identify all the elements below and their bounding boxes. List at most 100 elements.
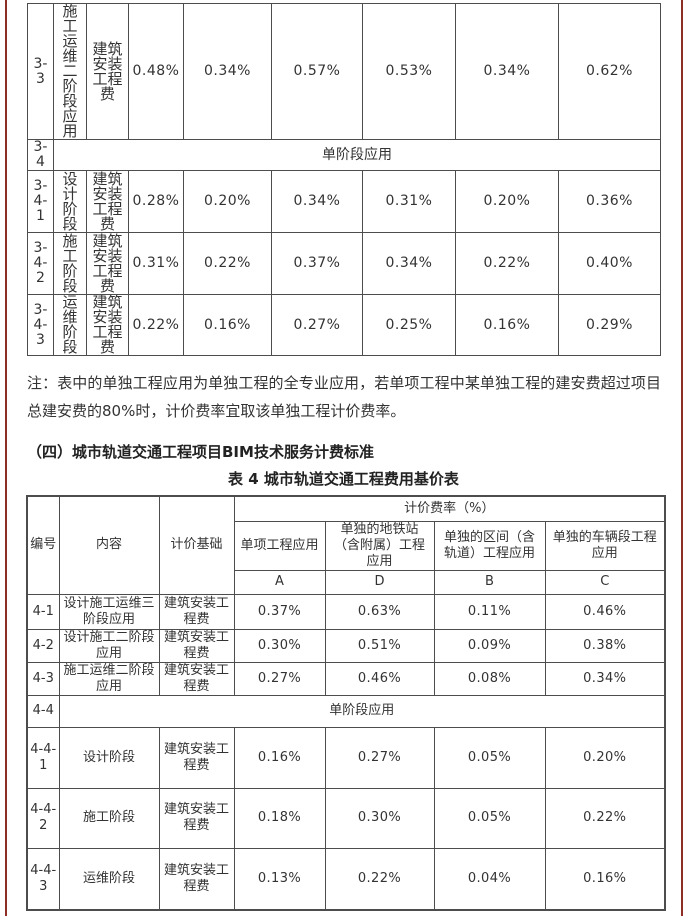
header-rate-col-cell: 单项工程应用	[233, 520, 326, 571]
rate-cell: 0.62%	[558, 3, 661, 140]
rate-cell: 0.57%	[271, 3, 363, 140]
rate-cell: 0.46%	[544, 593, 666, 630]
rate-cell: 0.05%	[433, 787, 546, 849]
row-id-cell: 3-4-1	[27, 170, 54, 233]
basis-cell: 建筑安装工程费	[158, 593, 235, 630]
rate-cell: 0.22%	[544, 787, 666, 849]
rate-cell: 0.18%	[233, 787, 326, 849]
header-rate-group-cell: 计价费率（%）	[233, 495, 666, 522]
fee-rate-table-4: 编号 内容 计价基础 计价费率（%） 单项工程应用 单独的地铁站（含附属）工程应…	[26, 495, 667, 911]
content-cell: 设计阶段	[53, 170, 87, 233]
rate-cell: 0.31%	[128, 232, 184, 295]
basis-cell: 建筑安装工程费	[86, 170, 129, 233]
rate-cell: 0.37%	[233, 593, 326, 630]
table-row: 4-4-2 施工阶段 建筑安装工程费 0.18% 0.30% 0.05% 0.2…	[26, 787, 666, 849]
row-id-cell: 4-4-3	[26, 847, 60, 911]
table-row: 3-3 施工运维二阶段应用 建筑安装工程费 0.48% 0.34% 0.57% …	[27, 3, 661, 140]
rate-cell: 0.27%	[324, 726, 435, 789]
table-row: 4-4-1 设计阶段 建筑安装工程费 0.16% 0.27% 0.05% 0.2…	[26, 726, 666, 789]
merged-span-cell: 单阶段应用	[58, 694, 666, 728]
table-row: 3-4-2 施工阶段 建筑安装工程费 0.31% 0.22% 0.37% 0.3…	[27, 232, 661, 295]
row-id-cell: 4-3	[26, 661, 60, 696]
fee-rate-table-3-fragment: 3-3 施工运维二阶段应用 建筑安装工程费 0.48% 0.34% 0.57% …	[27, 3, 661, 356]
rate-cell: 0.11%	[433, 593, 546, 630]
rate-cell: 0.16%	[455, 294, 559, 356]
header-id-cell: 编号	[26, 495, 60, 595]
content-cell: 设计阶段	[58, 726, 160, 789]
rate-cell: 0.34%	[455, 3, 559, 140]
rate-cell: 0.13%	[233, 847, 326, 911]
rate-cell: 0.36%	[558, 170, 661, 233]
row-id-cell: 3-4-3	[27, 294, 54, 356]
rate-cell: 0.22%	[324, 847, 435, 911]
content-cell: 设计施工运维三阶段应用	[58, 593, 160, 630]
content-cell: 施工运维二阶段应用	[53, 3, 87, 140]
rate-cell: 0.46%	[324, 661, 435, 696]
basis-cell: 建筑安装工程费	[158, 628, 235, 663]
row-id-cell: 4-2	[26, 628, 60, 663]
rate-cell: 0.16%	[183, 294, 272, 356]
rate-cell: 0.34%	[183, 3, 272, 140]
content-cell: 施工阶段	[53, 232, 87, 295]
header-rate-col-cell: 单独的车辆段工程应用	[544, 520, 666, 571]
header-letter-cell: C	[544, 569, 666, 595]
table-4-caption: 表 4 城市轨道交通工程费用基价表	[228, 470, 459, 488]
content-cell: 设计施工二阶段应用	[58, 628, 160, 663]
table-row: 4-1 设计施工运维三阶段应用 建筑安装工程费 0.37% 0.63% 0.11…	[26, 593, 666, 630]
rate-cell: 0.37%	[271, 232, 363, 295]
header-basis-cell: 计价基础	[158, 495, 235, 595]
basis-cell: 建筑安装工程费	[86, 294, 129, 356]
rate-cell: 0.09%	[433, 628, 546, 663]
rate-cell: 0.30%	[324, 787, 435, 849]
table-row: 3-4 单阶段应用	[27, 139, 661, 171]
table-note: 注：表中的单独工程应用为单独工程的全专业应用，若单项工程中某单独工程的建安费超过…	[27, 374, 661, 420]
rate-cell: 0.48%	[128, 3, 184, 140]
rate-cell: 0.51%	[324, 628, 435, 663]
table-row: 3-4-3 运维阶段 建筑安装工程费 0.22% 0.16% 0.27% 0.2…	[27, 294, 661, 356]
rate-cell: 0.22%	[455, 232, 559, 295]
rate-cell: 0.31%	[362, 170, 456, 233]
basis-cell: 建筑安装工程费	[86, 3, 129, 140]
rate-cell: 0.20%	[544, 726, 666, 789]
basis-cell: 建筑安装工程费	[158, 787, 235, 849]
basis-cell: 建筑安装工程费	[158, 726, 235, 789]
rate-cell: 0.28%	[128, 170, 184, 233]
rate-cell: 0.40%	[558, 232, 661, 295]
rate-cell: 0.63%	[324, 593, 435, 630]
row-id-cell: 4-4-1	[26, 726, 60, 789]
rate-cell: 0.20%	[183, 170, 272, 233]
row-id-cell: 4-4-2	[26, 787, 60, 849]
table-row: 4-3 施工运维二阶段应用 建筑安装工程费 0.27% 0.46% 0.08% …	[26, 661, 666, 696]
table-row: 4-4 单阶段应用	[26, 694, 666, 728]
row-id-cell: 3-4-2	[27, 232, 54, 295]
content-cell: 施工运维二阶段应用	[58, 661, 160, 696]
row-id-cell: 4-4	[26, 694, 60, 728]
row-id-cell: 3-4	[27, 139, 54, 171]
header-letter-cell: A	[233, 569, 326, 595]
rate-cell: 0.22%	[183, 232, 272, 295]
rate-cell: 0.34%	[362, 232, 456, 295]
page-border-right-line	[681, 0, 683, 916]
table-row: 4-2 设计施工二阶段应用 建筑安装工程费 0.30% 0.51% 0.09% …	[26, 628, 666, 663]
content-cell: 施工阶段	[58, 787, 160, 849]
section-heading: （四）城市轨道交通工程项目BIM技术服务计费标准	[27, 443, 374, 461]
merged-span-cell: 单阶段应用	[53, 139, 661, 171]
basis-cell: 建筑安装工程费	[158, 847, 235, 911]
rate-cell: 0.34%	[544, 661, 666, 696]
basis-cell: 建筑安装工程费	[86, 232, 129, 295]
page-border-left-line	[5, 0, 7, 916]
rate-cell: 0.30%	[233, 628, 326, 663]
rate-cell: 0.16%	[544, 847, 666, 911]
content-cell: 运维阶段	[53, 294, 87, 356]
rate-cell: 0.29%	[558, 294, 661, 356]
rate-cell: 0.27%	[271, 294, 363, 356]
table-row: 3-4-1 设计阶段 建筑安装工程费 0.28% 0.20% 0.34% 0.3…	[27, 170, 661, 233]
basis-cell: 建筑安装工程费	[158, 661, 235, 696]
table-header-row: 编号 内容 计价基础 计价费率（%）	[26, 495, 666, 595]
table-header-row: 单项工程应用 单独的地铁站（含附属）工程应用 单独的区间（含轨道）工程应用 单独…	[27, 520, 666, 571]
rate-cell: 0.08%	[433, 661, 546, 696]
rate-cell: 0.22%	[128, 294, 184, 356]
row-id-cell: 3-3	[27, 3, 54, 140]
content-cell: 运维阶段	[58, 847, 160, 911]
